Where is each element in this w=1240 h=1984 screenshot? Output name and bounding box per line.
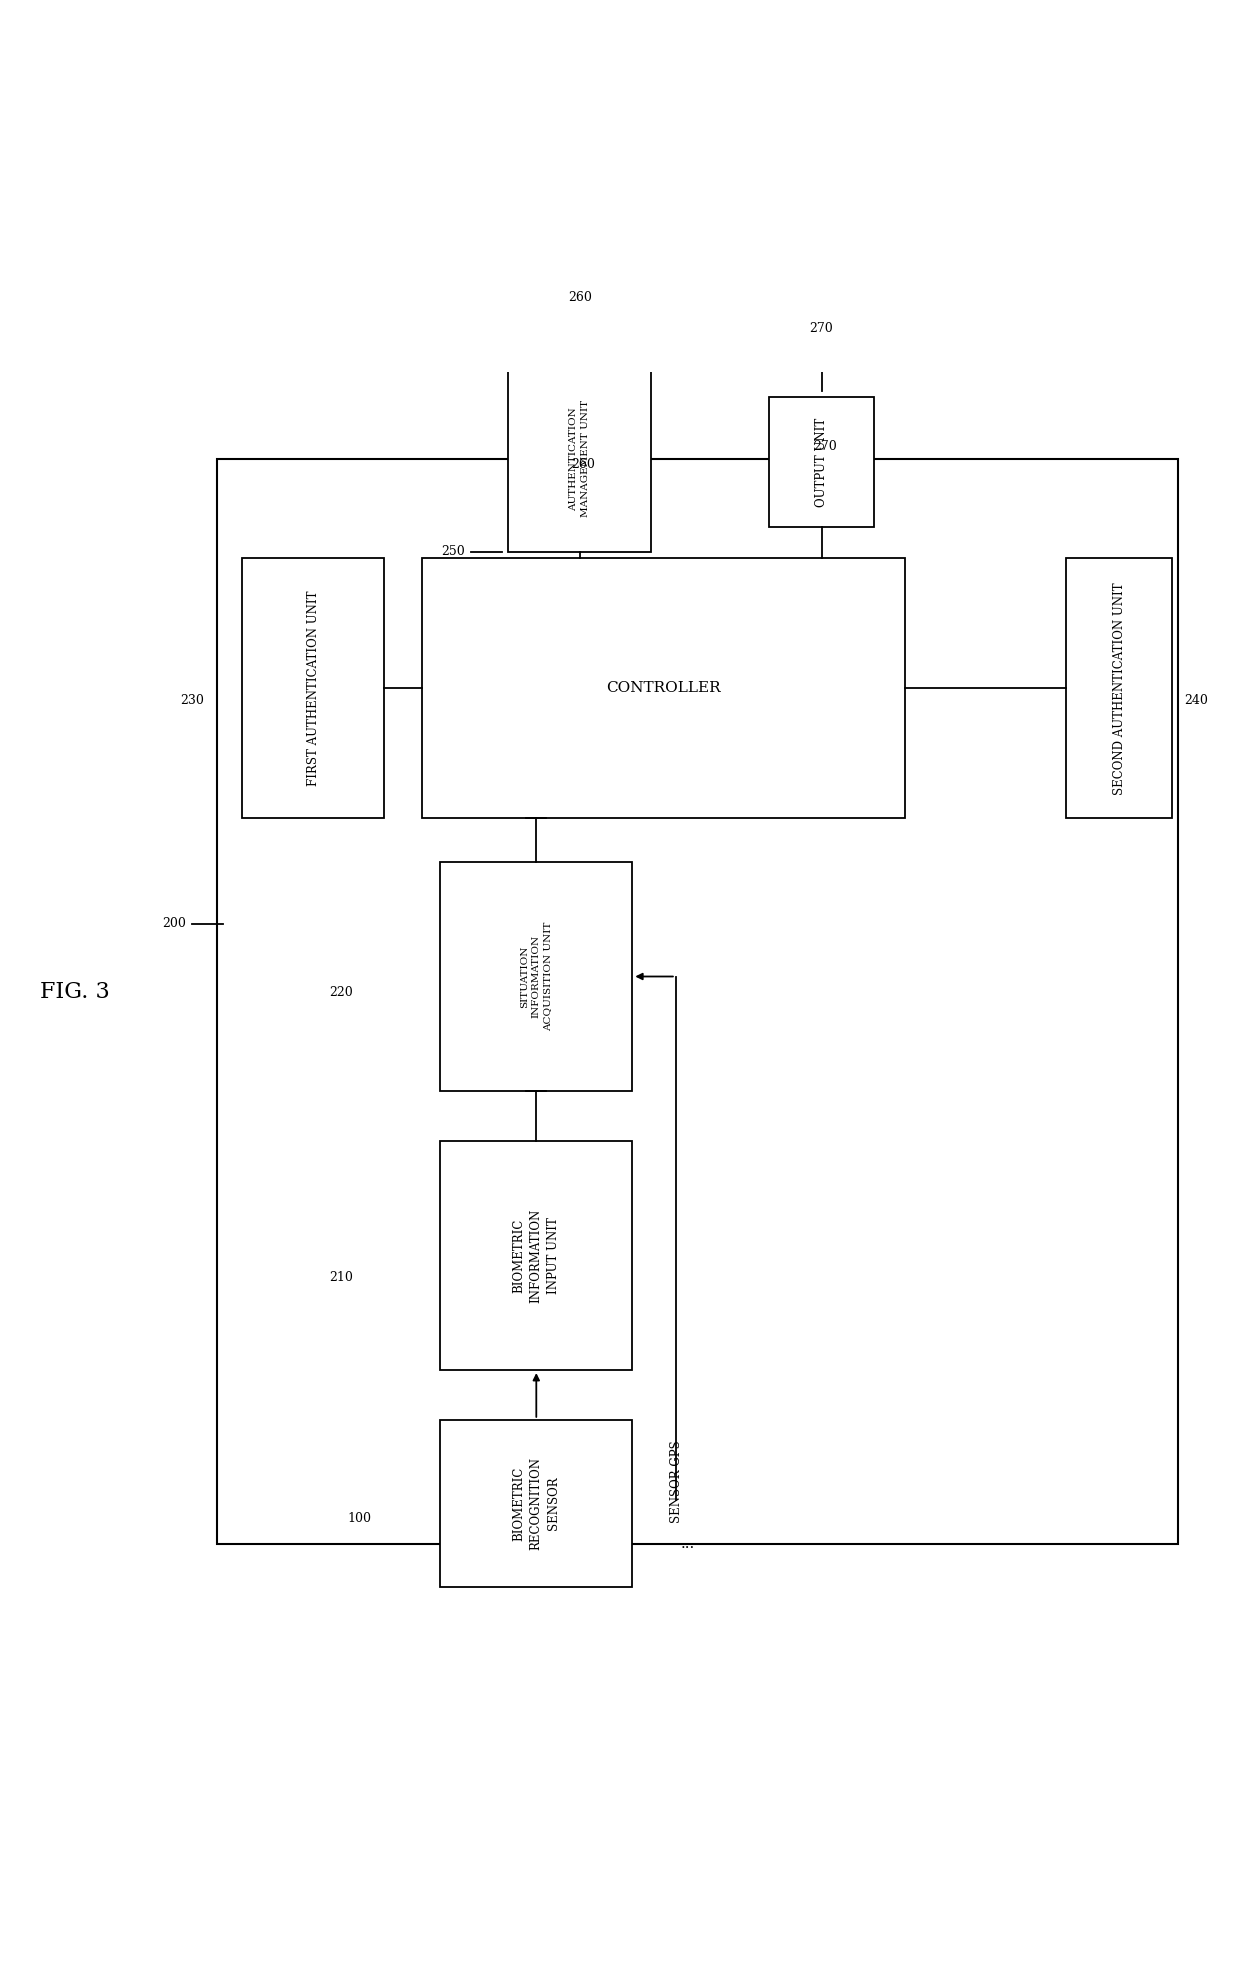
Bar	[242, 558, 384, 819]
Text: BIOMETRIC
RECOGNITION
SENSOR: BIOMETRIC RECOGNITION SENSOR	[513, 1456, 559, 1550]
Text: OUTPUT UNIT: OUTPUT UNIT	[815, 417, 828, 506]
Text: 260: 260	[570, 458, 595, 472]
Bar	[440, 861, 632, 1091]
Text: 260: 260	[568, 292, 591, 304]
Text: 210: 210	[329, 1270, 353, 1284]
Text: 250: 250	[441, 546, 465, 558]
Text: CONTROLLER: CONTROLLER	[606, 681, 720, 694]
Text: AUTHENTICATION
MANAGEMENT UNIT: AUTHENTICATION MANAGEMENT UNIT	[569, 401, 590, 518]
Bar	[769, 397, 874, 528]
Text: FIRST AUTHENTICATION UNIT: FIRST AUTHENTICATION UNIT	[306, 591, 320, 786]
Text: SECOND AUTHENTICATION UNIT: SECOND AUTHENTICATION UNIT	[1112, 581, 1126, 794]
Bar	[422, 558, 905, 819]
Text: 220: 220	[329, 986, 353, 998]
Text: 240: 240	[1184, 694, 1209, 706]
Bar	[508, 365, 651, 552]
Text: 200: 200	[162, 917, 186, 930]
Text: BIOMETRIC
INFORMATION
INPUT UNIT: BIOMETRIC INFORMATION INPUT UNIT	[513, 1208, 559, 1303]
Text: SENSOR GPS: SENSOR GPS	[670, 1440, 682, 1524]
Text: 270: 270	[810, 321, 833, 335]
Bar	[1066, 558, 1172, 819]
Text: ...: ...	[681, 1538, 696, 1551]
Bar	[440, 1421, 632, 1587]
Text: SITUATION
INFORMATION
ACQUISITION UNIT: SITUATION INFORMATION ACQUISITION UNIT	[520, 923, 553, 1032]
Text: FIG. 3: FIG. 3	[40, 980, 109, 1004]
Text: 270: 270	[812, 440, 837, 452]
Bar	[440, 1141, 632, 1371]
Text: 100: 100	[347, 1512, 372, 1526]
Text: 230: 230	[180, 694, 205, 706]
Bar	[217, 458, 1178, 1544]
